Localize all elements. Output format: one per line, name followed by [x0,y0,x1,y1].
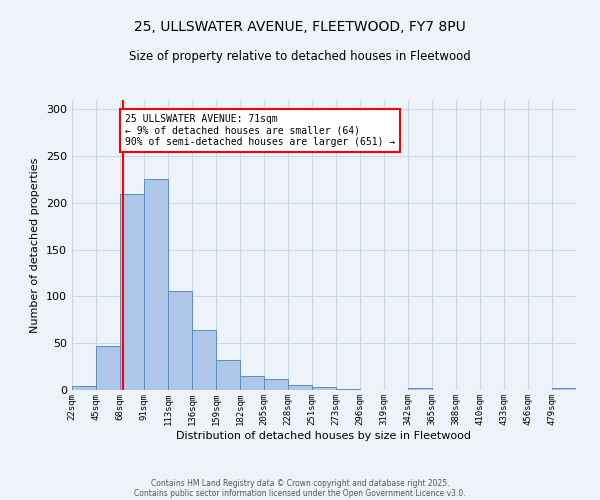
Text: Size of property relative to detached houses in Fleetwood: Size of property relative to detached ho… [129,50,471,63]
Text: Contains public sector information licensed under the Open Government Licence v3: Contains public sector information licen… [134,488,466,498]
X-axis label: Distribution of detached houses by size in Fleetwood: Distribution of detached houses by size … [176,430,472,440]
Bar [408,388,432,390]
Bar [216,360,240,390]
Bar [552,388,576,390]
Bar [120,194,144,390]
Bar [192,330,216,390]
Bar [168,291,192,390]
Text: 25, ULLSWATER AVENUE, FLEETWOOD, FY7 8PU: 25, ULLSWATER AVENUE, FLEETWOOD, FY7 8PU [134,20,466,34]
Text: 25 ULLSWATER AVENUE: 71sqm
← 9% of detached houses are smaller (64)
90% of semi-: 25 ULLSWATER AVENUE: 71sqm ← 9% of detac… [125,114,395,147]
Bar [240,376,264,390]
Bar [144,178,168,390]
Bar [264,379,288,390]
Text: Contains HM Land Registry data © Crown copyright and database right 2025.: Contains HM Land Registry data © Crown c… [151,478,449,488]
Y-axis label: Number of detached properties: Number of detached properties [31,158,40,332]
Bar [288,386,312,390]
Bar [72,386,96,390]
Bar [312,387,336,390]
Bar [96,346,120,390]
Bar [336,389,360,390]
